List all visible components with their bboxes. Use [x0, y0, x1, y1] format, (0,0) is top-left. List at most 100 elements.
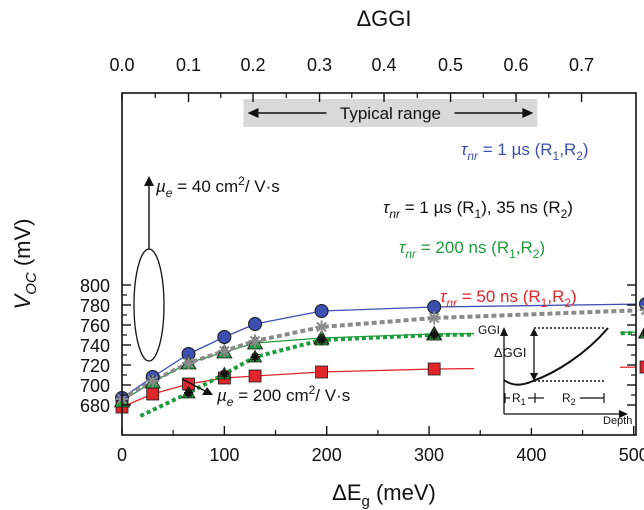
- data-point-series-3: [639, 360, 644, 374]
- star-marker: [429, 330, 439, 340]
- y-tick-label: 740: [80, 336, 110, 356]
- lbl-s3-part: τ: [399, 238, 407, 257]
- star-stroke: [184, 389, 193, 397]
- y-tick-label: 720: [80, 356, 110, 376]
- inset-r1-base: R: [512, 391, 521, 405]
- typical-range-label-bg: [326, 102, 455, 124]
- lbl-s4-part: 1: [541, 296, 548, 310]
- inset-r2-label: R2: [562, 391, 576, 407]
- lbl-s1-part: = 1 µs (R: [478, 140, 553, 159]
- y-axis-title-unit: (mV): [10, 219, 35, 273]
- lbl-s3-part: = 200 ns (R: [416, 238, 509, 257]
- lbl-mu40-part: 2: [238, 174, 245, 188]
- lbl-s4-part: τ: [440, 287, 448, 306]
- lbl-s4-part: nr: [446, 296, 458, 310]
- inset-y-label: GGI: [478, 323, 500, 337]
- x-tick-label: 300: [414, 445, 444, 465]
- mu200-arrowhead: [202, 387, 213, 395]
- inset-y-arrowhead: [500, 327, 508, 336]
- lbl-s4-part: = 50 ns (R: [457, 287, 541, 306]
- ggi-profile-inset: GGI ΔGGI Depth R1 R2: [474, 320, 632, 428]
- star-marker: [250, 352, 260, 362]
- data-point-series-1: [248, 334, 262, 348]
- y-tick-label: 780: [80, 296, 110, 316]
- lbl-s1-part: 2: [576, 149, 583, 163]
- inset-delta-arrowhead-down: [530, 373, 538, 381]
- y-tick-label: 680: [80, 396, 110, 416]
- data-point-series-1: [217, 344, 231, 358]
- data-point-series-1: [182, 356, 196, 370]
- mu200-arrow: [181, 378, 208, 393]
- plot-frame: [121, 92, 637, 436]
- star-stroke: [249, 335, 261, 347]
- x-tick-label: 400: [516, 445, 546, 465]
- star-stroke: [219, 345, 230, 357]
- top-tick-label: 0.3: [307, 55, 332, 75]
- top-tick-label: 0.2: [240, 55, 265, 75]
- lbl-mu200-part: = 200 cm: [233, 386, 308, 405]
- data-point-series-1: [427, 311, 441, 325]
- lbl-s1-part: τ: [461, 140, 469, 159]
- typical-range-label: Typical range: [340, 104, 441, 123]
- top-tick-label: 0.4: [372, 55, 397, 75]
- x-axis-title-sub: g: [362, 493, 370, 510]
- lbl-mu200-part: 2: [309, 383, 316, 397]
- lbl-s4-part: 2: [564, 296, 571, 310]
- inset-delta-arrowhead-up: [530, 328, 538, 336]
- lbl-mu200-part: e: [227, 395, 234, 409]
- star-stroke: [147, 375, 159, 387]
- star-stroke: [183, 357, 194, 369]
- lbl-mu200-part: µ: [216, 386, 227, 405]
- star-stroke: [640, 304, 644, 310]
- data-point-series-4: [181, 385, 196, 399]
- x-tick-label: 100: [209, 445, 239, 465]
- star-stroke: [430, 331, 439, 339]
- y-axis-title: VOC (mV): [10, 219, 40, 310]
- lbl-s1-part: ): [583, 140, 589, 159]
- star-stroke: [317, 336, 326, 344]
- inset-r1-label: R1: [512, 391, 526, 407]
- data-point-series-0: [217, 330, 232, 344]
- series-label-1us-35ns: τnr = 1 µs (R1), 35 ns (R2): [383, 198, 573, 221]
- lbl-s4-part: ,R: [547, 287, 564, 306]
- inset-r2-base: R: [562, 391, 571, 405]
- typical-range-arrowhead-left: [247, 108, 259, 118]
- data-point-series-3: [248, 369, 262, 383]
- top-tick-label: 0.0: [109, 55, 134, 75]
- data-point-series-1: [146, 374, 160, 388]
- star-marker: [219, 369, 229, 379]
- star-stroke: [220, 370, 229, 378]
- x-axis-title-unit: (meV): [370, 480, 436, 505]
- x-axis-title: ΔEg (meV): [332, 480, 436, 510]
- top-axis-title: ΔGGI: [356, 6, 411, 31]
- mu40-label: µe = 40 cm2/ V·s: [155, 174, 280, 200]
- typical-range-band: Typical range: [243, 99, 538, 127]
- series-label-1us: τnr = 1 µs (R1,R2): [461, 140, 589, 163]
- series-label-200ns: τnr = 200 ns (R1,R2): [399, 238, 545, 261]
- lbl-s1-part: nr: [467, 149, 479, 163]
- series-label-50ns: τnr = 50 ns (R1,R2): [440, 287, 577, 310]
- lbl-s3-part: 1: [509, 247, 516, 261]
- star-stroke: [251, 353, 259, 361]
- inset-x-arrowhead: [619, 410, 628, 418]
- lbl-s1-part: 1: [553, 149, 560, 163]
- top-tick-label: 0.6: [504, 55, 529, 75]
- y-tick-label: 760: [80, 316, 110, 336]
- top-tick-label: 0.7: [569, 55, 594, 75]
- lbl-s3-part: 2: [533, 247, 540, 261]
- data-point-series-4: [638, 329, 644, 339]
- data-point-series-4: [217, 366, 232, 380]
- lbl-mu40-part: = 40 cm: [172, 177, 238, 196]
- mobility-highlight-ellipse: [133, 248, 165, 362]
- data-point-series-3: [427, 362, 441, 376]
- x-tick-label: 0: [117, 445, 127, 465]
- star-stroke: [316, 321, 327, 333]
- lbl-s2-part: 2: [561, 207, 568, 221]
- mu40-arrowhead: [144, 176, 154, 186]
- x-tick-label: 200: [312, 445, 342, 465]
- data-point-series-4: [314, 332, 329, 346]
- x-axis-title-base: ΔE: [332, 480, 361, 505]
- inset-r2-sub: 2: [571, 397, 576, 407]
- star-stroke: [640, 310, 644, 316]
- data-point-series-4: [426, 327, 442, 341]
